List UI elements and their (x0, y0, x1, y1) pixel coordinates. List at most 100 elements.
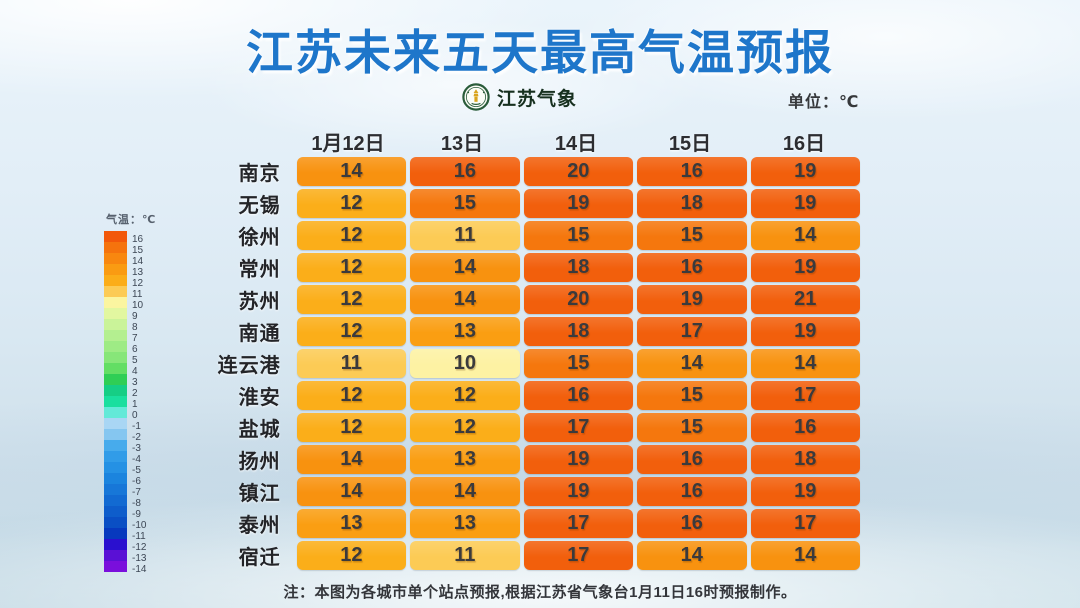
legend-entry: 10 (104, 297, 156, 311)
temp-cell: 16 (410, 157, 520, 186)
date-header: 1月12日 (311, 132, 385, 155)
legend-label: -2 (132, 432, 141, 443)
legend-label: 6 (132, 344, 138, 355)
temp-cell: 18 (750, 445, 861, 474)
table-row-连云港: 连云港 11 10 15 14 14 (200, 349, 861, 378)
temp-cell: 12 (296, 317, 407, 346)
temp-cell: 15 (410, 189, 520, 218)
temp-cell: 17 (523, 413, 634, 442)
temp-cell: 19 (523, 189, 634, 218)
legend-swatch--11 (104, 528, 127, 539)
city-label: 南通 (238, 323, 281, 345)
temperature-legend: 气温：℃ 16 15 14 13 12 11 10 9 8 7 6 5 4 3 2 1 0 -1 -2 -3 -4 -5-… (104, 211, 156, 575)
temp-cell: 17 (750, 381, 861, 410)
legend-swatch-0 (104, 407, 127, 418)
temp-cell: 15 (637, 221, 747, 250)
temp-cell: 16 (637, 445, 747, 474)
legend-swatch-6 (104, 341, 127, 352)
temp-cell: 19 (523, 445, 634, 474)
legend-entry: 6 (104, 341, 156, 355)
legend-swatch--7 (104, 484, 127, 495)
legend-label: -5 (132, 465, 141, 476)
legend-swatch-8 (104, 319, 127, 330)
temp-cell: 15 (523, 349, 634, 378)
temp-cell: 16 (637, 477, 747, 506)
temp-cell: 14 (750, 541, 861, 570)
legend-entry: -13 (104, 550, 156, 564)
legend-swatch-11 (104, 286, 127, 297)
city-label: 扬州 (238, 451, 281, 473)
legend-label: -6 (132, 476, 141, 487)
legend-entry: 13 (104, 264, 156, 278)
temp-cell: 15 (637, 413, 747, 442)
temp-cell: 12 (296, 541, 407, 570)
legend-swatch-13 (104, 264, 127, 275)
temp-cell: 13 (410, 317, 520, 346)
city-label: 宿迁 (238, 547, 281, 569)
temp-cell: 14 (750, 349, 861, 378)
temp-cell: 11 (296, 349, 407, 378)
temp-cell: 14 (750, 221, 861, 250)
legend-swatch--5 (104, 462, 127, 473)
legend-label: -4 (132, 454, 141, 465)
temp-cell: 15 (523, 221, 634, 250)
legend-entry: 16 (104, 231, 156, 245)
legend-swatch--2 (104, 429, 127, 440)
temp-cell: 14 (410, 477, 520, 506)
city-label: 苏州 (238, 291, 281, 313)
legend-swatch--9 (104, 506, 127, 517)
legend-entry: 1 (104, 396, 156, 410)
temp-cell: 14 (296, 157, 407, 186)
temp-cell: 14 (410, 285, 520, 314)
temp-cell: 16 (637, 253, 747, 282)
temp-cell: 11 (410, 221, 520, 250)
temp-cell: 12 (410, 381, 520, 410)
temp-cell: 19 (750, 253, 861, 282)
legend-label: -1 (132, 421, 141, 432)
legend-swatch-12 (104, 275, 127, 286)
unit-label: 单位：℃ (788, 94, 860, 111)
temp-cell: 12 (296, 285, 407, 314)
legend-swatch--3 (104, 440, 127, 451)
legend-swatch-10 (104, 297, 127, 308)
legend-swatch--10 (104, 517, 127, 528)
temp-cell: 14 (296, 445, 407, 474)
temp-cell: 19 (750, 317, 861, 346)
legend-entry: -3 (104, 440, 156, 454)
legend-swatch-3 (104, 374, 127, 385)
city-label: 连云港 (217, 355, 281, 377)
legend-swatch--12 (104, 539, 127, 550)
legend-entry: 4 (104, 363, 156, 377)
brand-name: 江苏气象 (497, 88, 578, 110)
legend-label: 14 (132, 256, 144, 267)
temp-cell: 19 (523, 477, 634, 506)
date-header: 15日 (668, 132, 712, 155)
city-label: 淮安 (238, 387, 281, 409)
legend-label: 13 (132, 267, 144, 278)
legend-label: 9 (132, 311, 138, 322)
legend-label: 5 (132, 355, 138, 366)
jiangsu-meteorology-logo-icon (462, 83, 490, 111)
table-row-淮安: 淮安 12 12 16 15 17 (200, 381, 861, 410)
table-row-常州: 常州 12 14 18 16 19 (200, 253, 861, 282)
table-row-南京: 南京 14 16 20 16 19 (200, 157, 861, 186)
legend-label: 1 (132, 399, 138, 410)
legend-entry: -5 (104, 462, 156, 476)
legend-swatch-1 (104, 396, 127, 407)
temp-cell: 14 (637, 541, 747, 570)
temp-cell: 16 (523, 381, 634, 410)
legend-entry: -6 (104, 473, 156, 487)
forecast-table: 1月12日 13日 14日 15日 16日 南京 14 16 20 16 19 无锡 12 15 19 18… (200, 128, 861, 570)
temp-cell: 13 (296, 509, 407, 538)
legend-label: -8 (132, 498, 141, 509)
temp-cell: 20 (523, 285, 634, 314)
legend-entry: -2 (104, 429, 156, 443)
legend-label: 16 (132, 234, 144, 245)
temp-cell: 11 (410, 541, 520, 570)
legend-label: 4 (132, 366, 138, 377)
legend-entry: -8 (104, 495, 156, 509)
temp-cell: 18 (523, 253, 634, 282)
date-header: 14日 (554, 132, 598, 155)
table-row-苏州: 苏州 12 14 20 19 21 (200, 285, 861, 314)
